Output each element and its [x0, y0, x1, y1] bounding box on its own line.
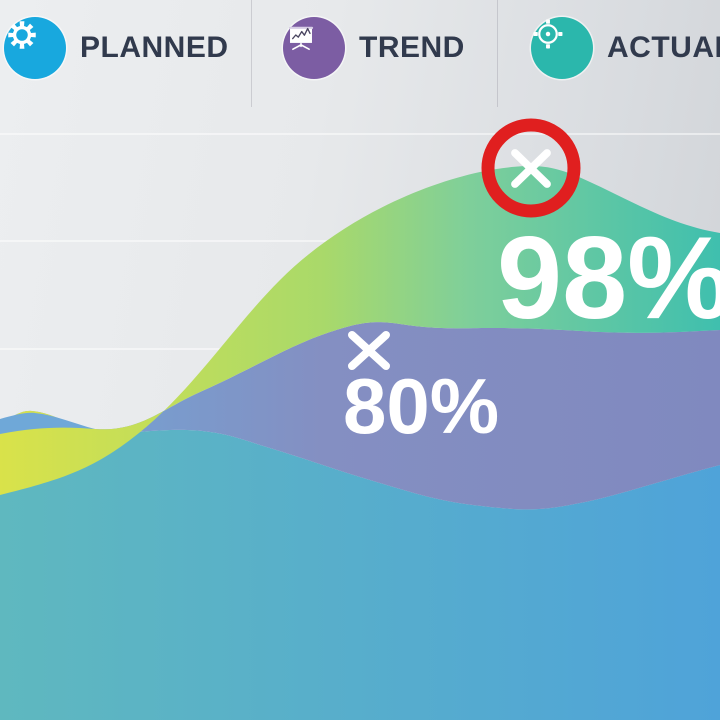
- svg-text:80%: 80%: [343, 362, 499, 450]
- svg-text:98%: 98%: [497, 212, 720, 343]
